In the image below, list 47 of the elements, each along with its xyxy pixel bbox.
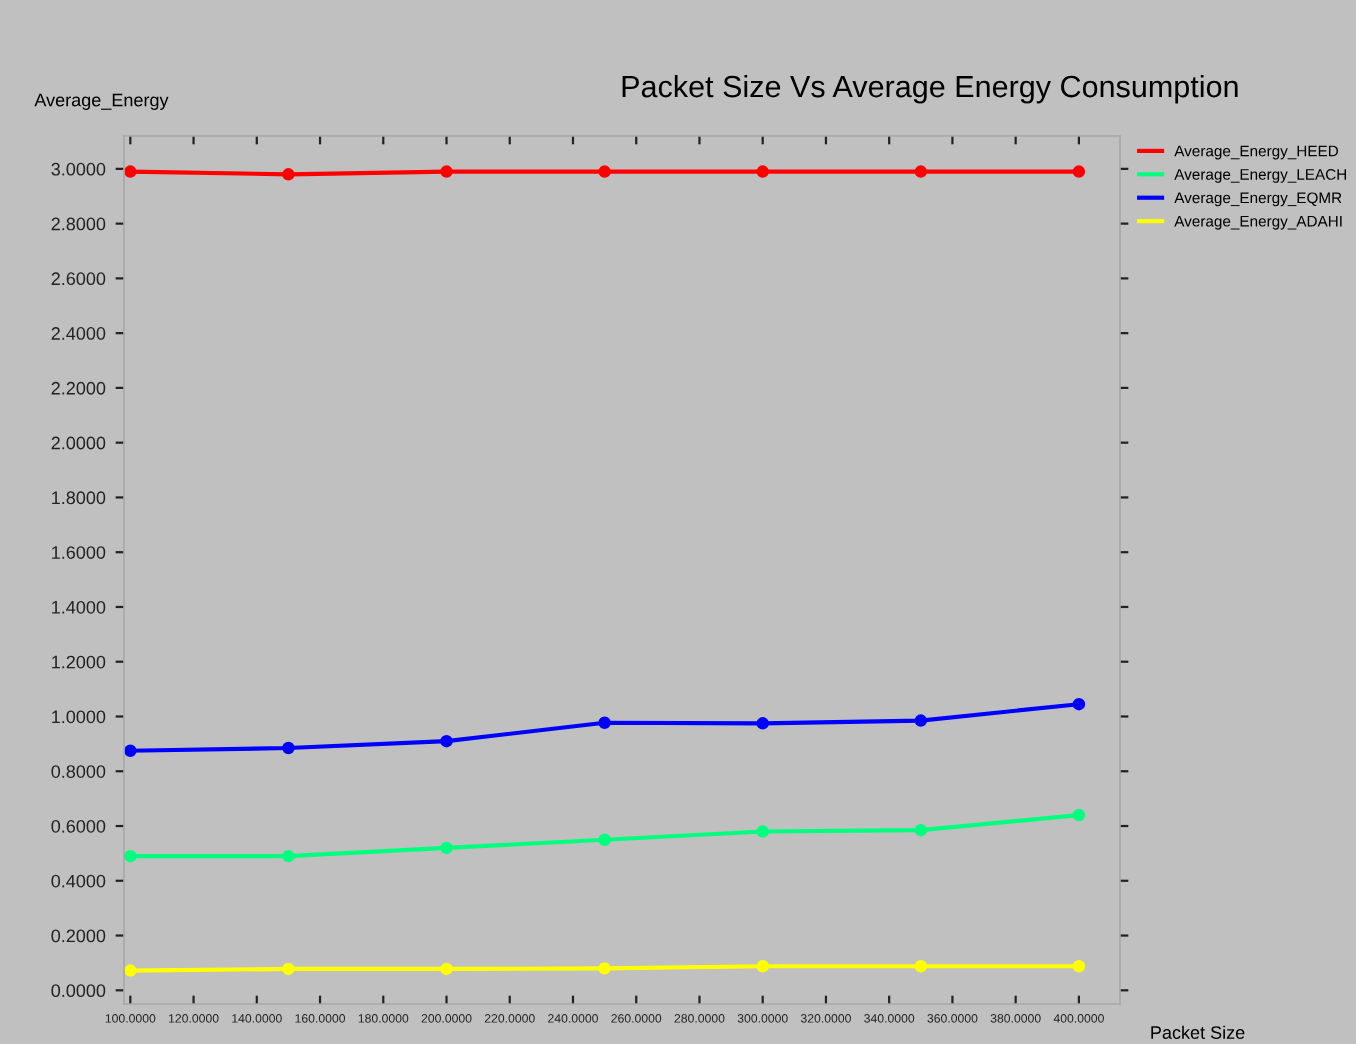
- y-tick-label: 2.8000: [51, 217, 106, 231]
- y-tick-label: 2.2000: [51, 381, 106, 395]
- y-tick-label: 1.2000: [52, 655, 106, 669]
- point: [914, 714, 928, 727]
- point: [1072, 165, 1086, 178]
- chart-title: Packet Size Vs Average Energy Consumption: [622, 74, 1238, 104]
- y-tick-label: 1.8000: [52, 491, 106, 505]
- point: [124, 849, 137, 863]
- y-tick-label: 2.4000: [51, 327, 106, 340]
- y-tick-label: 1.4000: [52, 600, 106, 614]
- y-tick-label: 1.6000: [52, 546, 106, 559]
- y-tick-label: 2.6000: [51, 272, 106, 286]
- point: [440, 734, 453, 748]
- y-tick-label: 0.8000: [51, 765, 106, 778]
- point: [1072, 959, 1086, 973]
- y-tick-label: 2.0000: [51, 436, 106, 450]
- point: [598, 962, 611, 975]
- point: [282, 962, 295, 976]
- point: [756, 717, 769, 730]
- y-tick-label: 0.6000: [51, 819, 106, 833]
- point: [756, 959, 769, 973]
- point: [598, 165, 611, 178]
- point: [124, 964, 137, 977]
- point: [282, 168, 295, 181]
- point: [282, 849, 295, 863]
- y-tick-label: 3.0000: [51, 162, 106, 176]
- y-tick-label: 1.0000: [52, 710, 106, 724]
- point: [440, 962, 453, 976]
- point: [914, 823, 928, 837]
- y-tick-label: 0.2000: [51, 929, 106, 943]
- point: [914, 165, 928, 178]
- point: [598, 833, 611, 846]
- y-axis-title: Average_Energy: [34, 93, 169, 110]
- point: [282, 741, 295, 755]
- point: [1072, 808, 1086, 822]
- y-tick-label: 0.0000: [51, 984, 106, 998]
- point: [756, 825, 769, 838]
- point: [914, 959, 928, 973]
- point: [756, 165, 769, 178]
- x-axis-title: Packet Size: [1151, 1025, 1245, 1039]
- point: [1072, 697, 1086, 711]
- point: [440, 165, 453, 178]
- y-tick-label: 0.4000: [51, 874, 106, 888]
- point: [124, 744, 137, 757]
- point: [124, 165, 137, 178]
- point: [440, 841, 453, 855]
- point: [598, 716, 611, 730]
